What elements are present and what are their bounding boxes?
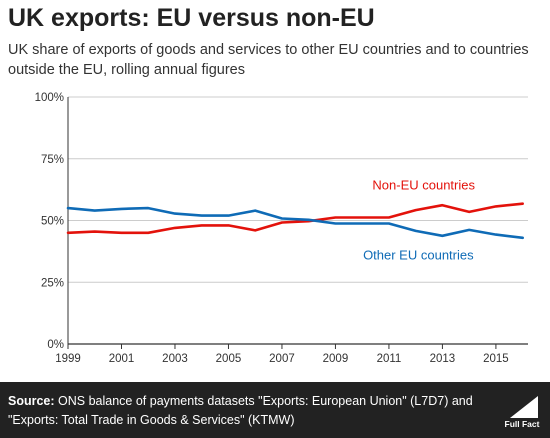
source-label: Source: [8,394,55,408]
series-label-non-eu: Non-EU countries [372,178,475,193]
x-tick-label: 2003 [162,353,188,365]
source-note: Source: ONS balance of payments datasets… [8,392,488,430]
y-tick-label: 75% [41,154,64,166]
logo-text: Full Fact [505,419,540,429]
line-chart: 0% 25% 50% 75% 100% 1999 2001 2003 2005 2007 2009… [35,92,528,365]
footer: Source: ONS balance of payments datasets… [0,382,550,438]
source-text: ONS balance of payments datasets "Export… [8,394,473,427]
series-labels: Non-EU countries Other EU countries [363,178,475,263]
x-tick-labels: 1999 2001 2003 2005 2007 2009 2011 2013 2015 [55,353,509,365]
x-tick-label: 2013 [430,353,456,365]
x-tick-label: 2005 [216,353,242,365]
chart-title: UK exports: EU versus non-EU [8,4,375,32]
chart-subtitle: UK share of exports of goods and service… [8,42,529,78]
y-tick-label: 100% [35,92,64,104]
full-fact-logo[interactable]: Full Fact [502,392,542,430]
y-tick-label: 25% [41,277,64,289]
series-line-eu [66,206,525,240]
y-tick-label: 0% [47,339,64,351]
x-tick-label: 2011 [377,353,402,365]
y-tick-labels: 0% 25% 50% 75% 100% [35,92,64,351]
y-tick-label: 50% [41,216,64,228]
series-line-non-eu [66,202,525,235]
x-tick-label: 2015 [483,353,509,365]
x-tick-label: 2007 [269,353,295,365]
series-label-eu: Other EU countries [363,247,474,262]
series-lines [66,202,525,240]
x-tick-label: 1999 [55,353,81,365]
x-tick-label: 2001 [109,353,135,365]
logo-mark-icon [510,396,538,418]
x-tick-label: 2009 [323,353,349,365]
axes [67,97,528,349]
